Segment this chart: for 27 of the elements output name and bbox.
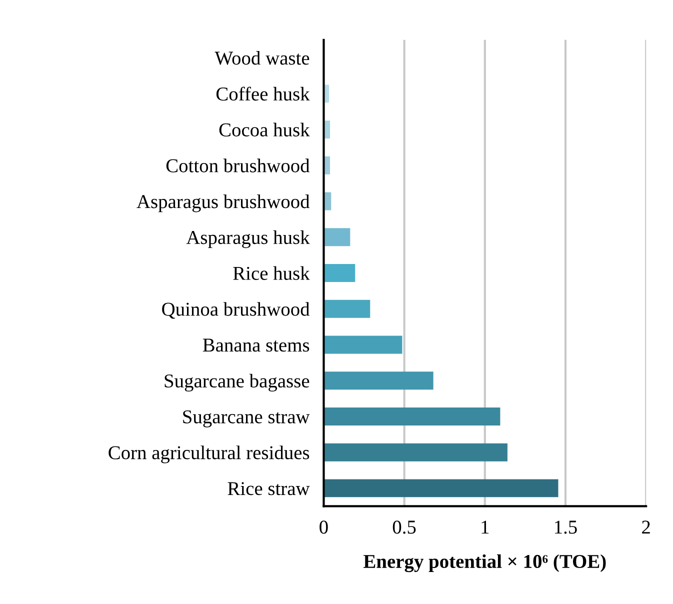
bar [324, 408, 500, 426]
y-tick-label: Quinoa brushwood [162, 302, 310, 319]
y-tick-label: Rice straw [228, 482, 310, 496]
y-tick-label: Coffee husk [216, 86, 310, 101]
y-tick-label: Asparagus husk [186, 230, 310, 248]
x-tick-label: 1 [482, 520, 489, 534]
y-tick-label: Corn agricultural residues [108, 446, 310, 464]
bar [324, 336, 402, 354]
y-tick-label: Banana stems [202, 338, 310, 352]
bar [324, 264, 356, 282]
bar [324, 479, 558, 498]
x-tick-label: 1.5 [555, 520, 577, 534]
y-tick-label: Asparagus brushwood [136, 194, 310, 212]
y-tick-label: Rice husk [233, 266, 310, 280]
y-tick-label: Sugarcane straw [183, 410, 310, 428]
y-tick-label: Cocoa husk [219, 122, 310, 136]
bar [324, 300, 370, 318]
bar [324, 443, 508, 462]
bar [324, 372, 434, 390]
bar [324, 228, 350, 246]
y-tick-label: Cotton brushwood [166, 158, 310, 172]
x-tick-label: 2 [642, 520, 650, 534]
x-tick-label: 0 [320, 520, 328, 534]
y-tick-label: Wood waste [214, 51, 310, 65]
x-axis-title: Energy potential × 10⁶ (TOE) [364, 554, 606, 572]
x-tick-label: 0.5 [392, 520, 416, 534]
y-tick-label: Sugarcane bagasse [164, 374, 310, 392]
